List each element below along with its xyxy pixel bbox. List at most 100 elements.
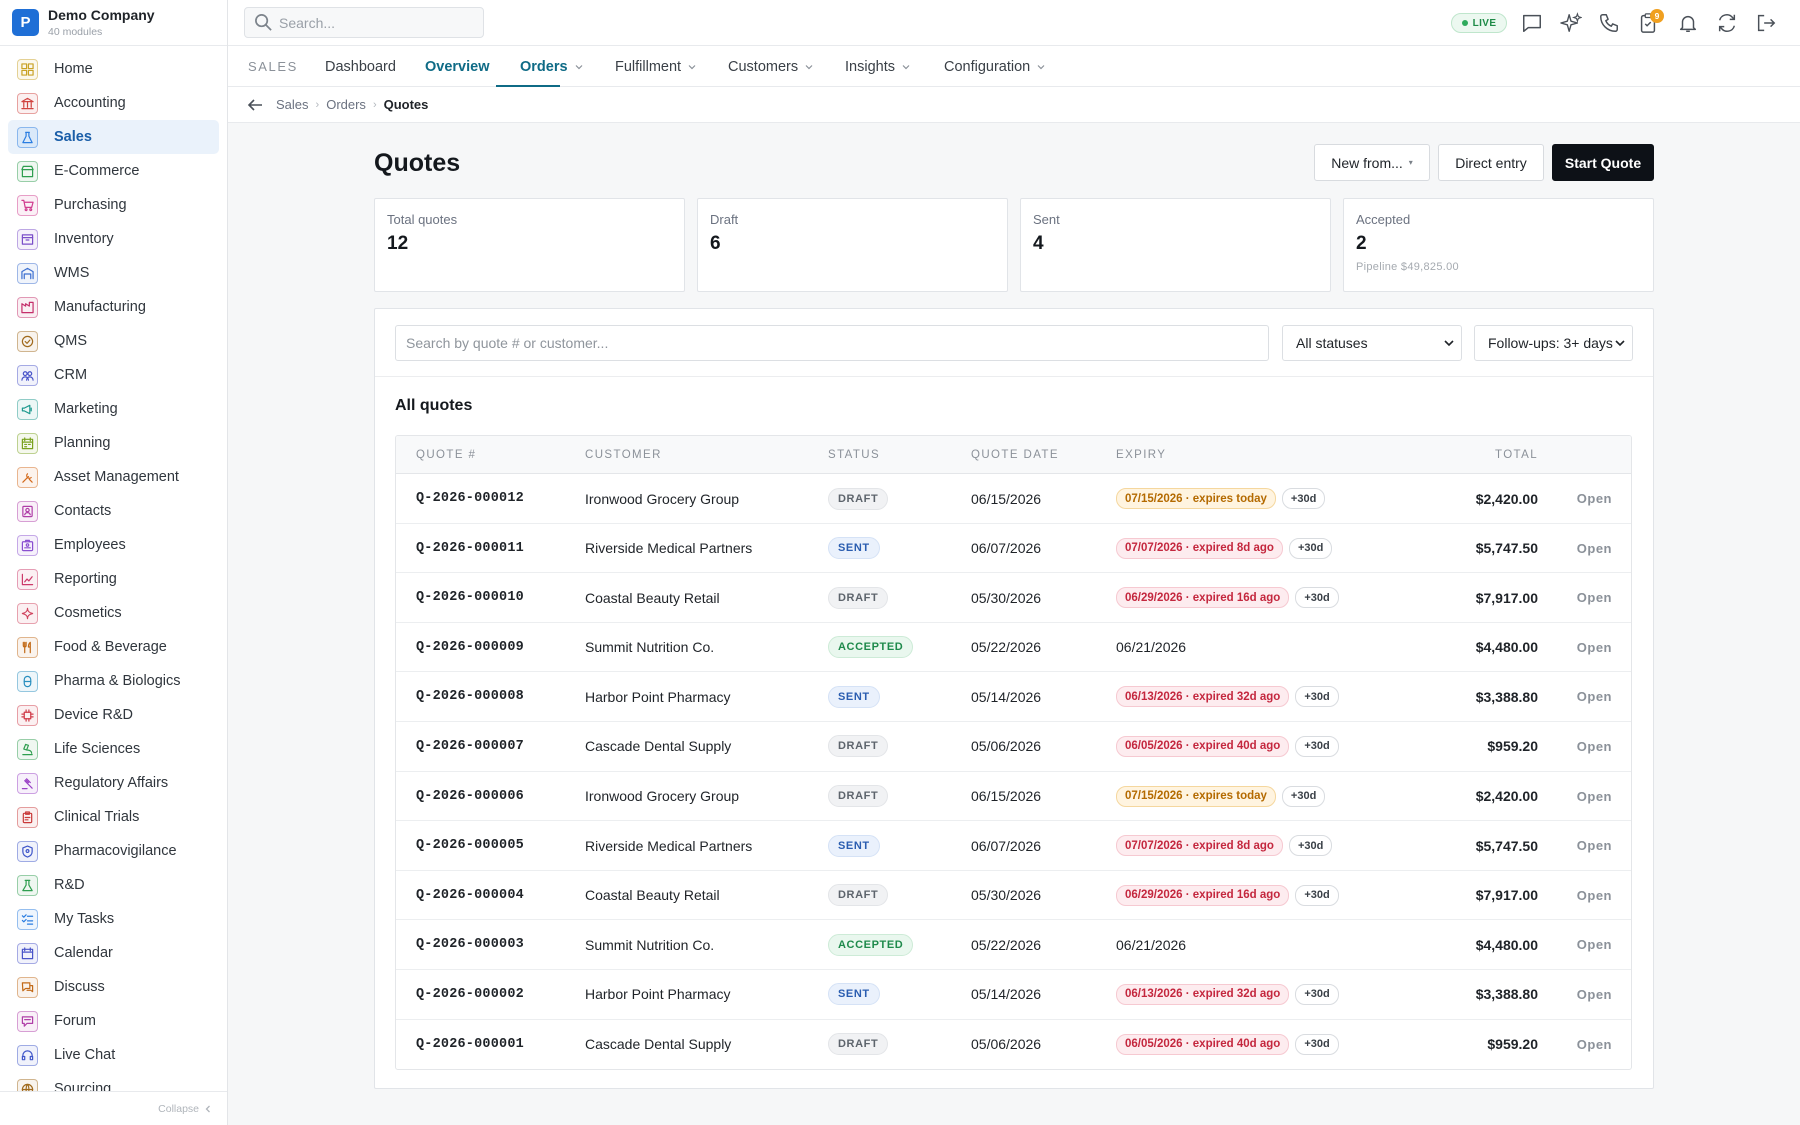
sidebar-item-cosmetics[interactable]: Cosmetics <box>8 596 219 630</box>
switch-company-button[interactable] <box>1715 11 1739 35</box>
sidebar-item-food-and-beverage[interactable]: Food & Beverage <box>8 630 219 664</box>
sidebar-item-sales[interactable]: Sales <box>8 120 219 154</box>
status-filter-select[interactable]: All statuses <box>1282 325 1462 361</box>
tab-configuration[interactable]: Configuration <box>944 46 1045 87</box>
open-quote-button[interactable]: Open <box>1576 639 1612 655</box>
extend-30d-button[interactable]: +30d <box>1295 587 1339 609</box>
new-from-button[interactable]: New from... ▾ <box>1314 144 1430 181</box>
tab-dashboard[interactable]: Dashboard <box>325 58 396 75</box>
open-quote-button[interactable]: Open <box>1576 937 1612 953</box>
table-row[interactable]: Q-2026-000008 Harbor Point Pharmacy SENT 05… <box>396 672 1631 722</box>
open-quote-button[interactable]: Open <box>1576 738 1612 754</box>
breadcrumb-sales[interactable]: Sales <box>276 97 309 112</box>
sidebar-item-pharma-and-biologics[interactable]: Pharma & Biologics <box>8 664 219 698</box>
extend-30d-button[interactable]: +30d <box>1288 835 1333 857</box>
brand[interactable]: P Demo Company 40 modules <box>0 0 227 46</box>
extend-30d-button[interactable]: +30d <box>1288 537 1333 559</box>
messages-button[interactable] <box>1520 11 1544 35</box>
sidebar-item-my-tasks[interactable]: My Tasks <box>8 902 219 936</box>
tab-orders[interactable]: Orders <box>520 46 583 87</box>
table-row[interactable]: Q-2026-000005 Riverside Medical Partners S… <box>396 821 1631 871</box>
table-row[interactable]: Q-2026-000002 Harbor Point Pharmacy SENT 05… <box>396 970 1631 1020</box>
sidebar-item-accounting[interactable]: Accounting <box>8 86 219 120</box>
table-row[interactable]: Q-2026-000006 Ironwood Grocery Group DRAFT… <box>396 772 1631 822</box>
sidebar-item-calendar[interactable]: Calendar <box>8 936 219 970</box>
sidebar-item-wms[interactable]: WMS <box>8 256 219 290</box>
extend-30d-button[interactable]: +30d <box>1295 983 1339 1005</box>
followup-filter-select[interactable]: Follow-ups: 3+ days <box>1474 325 1633 361</box>
quote-number[interactable]: Q-2026-000004 <box>416 887 524 903</box>
table-row[interactable]: Q-2026-000011 Riverside Medical Partners S… <box>396 524 1631 574</box>
tab-customers[interactable]: Customers <box>728 46 813 87</box>
sidebar-item-randd[interactable]: R&D <box>8 868 219 902</box>
table-row[interactable]: Q-2026-000012 Ironwood Grocery Group DRAFT… <box>396 474 1631 524</box>
sidebar-item-forum[interactable]: Forum <box>8 1004 219 1038</box>
table-row[interactable]: Q-2026-000007 Cascade Dental Supply DRAFT 0… <box>396 722 1631 772</box>
open-quote-button[interactable]: Open <box>1576 788 1612 804</box>
sidebar-item-qms[interactable]: QMS <box>8 324 219 358</box>
open-quote-button[interactable]: Open <box>1576 838 1612 854</box>
extend-30d-button[interactable]: +30d <box>1295 735 1339 757</box>
quote-number[interactable]: Q-2026-000009 <box>416 639 524 655</box>
global-search-input[interactable]: Search... <box>244 7 484 38</box>
direct-entry-button[interactable]: Direct entry <box>1438 144 1544 181</box>
column-header-quote[interactable]: QUOTE # <box>416 449 477 461</box>
sidebar-item-planning[interactable]: Planning <box>8 426 219 460</box>
sidebar-item-regulatory-affairs[interactable]: Regulatory Affairs <box>8 766 219 800</box>
sidebar-item-clinical-trials[interactable]: Clinical Trials <box>8 800 219 834</box>
open-quote-button[interactable]: Open <box>1576 1036 1612 1052</box>
sidebar-item-crm[interactable]: CRM <box>8 358 219 392</box>
sidebar-item-discuss[interactable]: Discuss <box>8 970 219 1004</box>
column-header-expiry[interactable]: EXPIRY <box>1116 449 1167 461</box>
open-quote-button[interactable]: Open <box>1576 689 1612 705</box>
collapse-button[interactable]: Collapse <box>0 1091 227 1125</box>
quote-number[interactable]: Q-2026-000006 <box>416 788 524 804</box>
sidebar-item-marketing[interactable]: Marketing <box>8 392 219 426</box>
sidebar-item-inventory[interactable]: Inventory <box>8 222 219 256</box>
quote-number[interactable]: Q-2026-000008 <box>416 689 524 705</box>
sidebar-item-pharmacovigilance[interactable]: Pharmacovigilance <box>8 834 219 868</box>
phone-button[interactable] <box>1597 11 1621 35</box>
sidebar-item-live-chat[interactable]: Live Chat <box>8 1038 219 1072</box>
sidebar-item-reporting[interactable]: Reporting <box>8 562 219 596</box>
extend-30d-button[interactable]: +30d <box>1281 785 1326 807</box>
back-button[interactable] <box>246 96 264 114</box>
tasks-button[interactable]: 9 <box>1636 9 1664 35</box>
quote-number[interactable]: Q-2026-000001 <box>416 1036 524 1052</box>
quote-number[interactable]: Q-2026-000002 <box>416 986 524 1002</box>
quote-number[interactable]: Q-2026-000011 <box>416 540 524 556</box>
tab-overview[interactable]: Overview <box>425 58 490 75</box>
quote-number[interactable]: Q-2026-000012 <box>416 491 524 506</box>
open-quote-button[interactable]: Open <box>1576 540 1612 556</box>
sidebar-item-purchasing[interactable]: Purchasing <box>8 188 219 222</box>
sidebar-item-contacts[interactable]: Contacts <box>8 494 219 528</box>
open-quote-button[interactable]: Open <box>1576 590 1612 606</box>
quote-number[interactable]: Q-2026-000010 <box>416 590 524 606</box>
column-header-customer[interactable]: CUSTOMER <box>585 449 662 461</box>
extend-30d-button[interactable]: +30d <box>1295 1033 1339 1055</box>
column-header-status[interactable]: STATUS <box>828 449 881 461</box>
extend-30d-button[interactable]: +30d <box>1295 686 1339 708</box>
sidebar-item-home[interactable]: Home <box>8 52 219 86</box>
sidebar-item-e-commerce[interactable]: E-Commerce <box>8 154 219 188</box>
sidebar-item-manufacturing[interactable]: Manufacturing <box>8 290 219 324</box>
quote-number[interactable]: Q-2026-000003 <box>416 937 524 953</box>
table-row[interactable]: Q-2026-000003 Summit Nutrition Co. ACCEPTE… <box>396 920 1631 970</box>
column-header-total[interactable]: TOTAL <box>1495 449 1538 461</box>
sidebar-item-life-sciences[interactable]: Life Sciences <box>8 732 219 766</box>
sidebar-item-sourcing[interactable]: Sourcing <box>8 1072 219 1092</box>
quote-search-input[interactable]: Search by quote # or customer... <box>395 325 1269 361</box>
quote-number[interactable]: Q-2026-000007 <box>416 738 524 754</box>
extend-30d-button[interactable]: +30d <box>1281 488 1326 509</box>
tab-fulfillment[interactable]: Fulfillment <box>615 46 696 87</box>
open-quote-button[interactable]: Open <box>1576 986 1612 1002</box>
tab-insights[interactable]: Insights <box>845 46 910 87</box>
sidebar-item-employees[interactable]: Employees <box>8 528 219 562</box>
quote-number[interactable]: Q-2026-000005 <box>416 838 524 854</box>
breadcrumb-orders[interactable]: Orders <box>326 97 366 112</box>
notifications-button[interactable] <box>1676 11 1700 35</box>
extend-30d-button[interactable]: +30d <box>1295 884 1339 906</box>
open-quote-button[interactable]: Open <box>1576 887 1612 903</box>
logout-button[interactable] <box>1754 11 1778 35</box>
column-header-quote-date[interactable]: QUOTE DATE <box>971 449 1059 461</box>
